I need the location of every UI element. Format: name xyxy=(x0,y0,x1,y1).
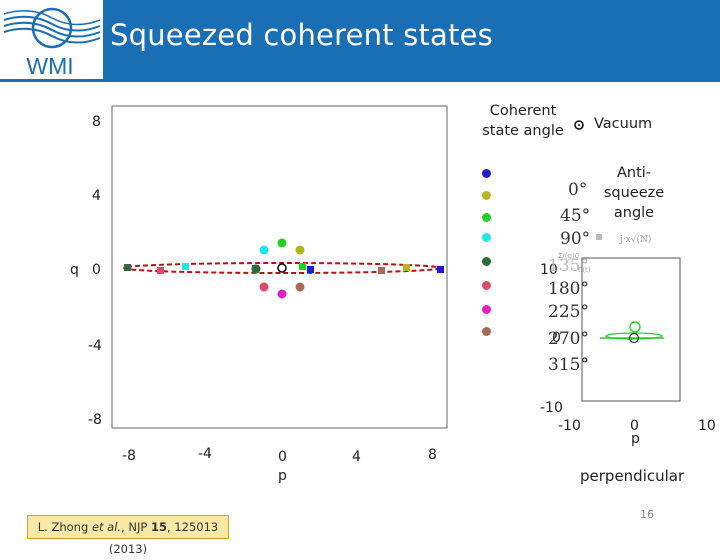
citation-box: L. Zhong et al., NJP 15, 125013 (2013) xyxy=(27,515,229,556)
inset-y-tick-0: 0 xyxy=(552,330,561,346)
anti-line2: squeeze xyxy=(603,185,665,201)
inset-x-axis-label: p xyxy=(631,431,640,447)
legend-title-line2: state angle xyxy=(482,123,564,139)
page-number: 16 xyxy=(640,508,654,521)
inset-plot: j·x√(N) Σ/(g)0 0(t) xyxy=(558,234,681,402)
point-180b xyxy=(259,282,269,292)
point-315 xyxy=(295,282,305,292)
anti-line3: angle xyxy=(613,205,655,221)
legend-title-line1: Coherent xyxy=(489,103,557,119)
legend-angle-315: 315° xyxy=(548,355,589,375)
point-135-far xyxy=(124,264,131,271)
slide-title: Squeezed coherent states xyxy=(110,18,493,52)
inset-caption: perpendicular xyxy=(580,467,685,485)
wmi-logo: WMI xyxy=(0,0,103,79)
legend-swatch-3 xyxy=(482,233,491,242)
legend-angle-0: 0° xyxy=(568,180,588,200)
point-180-far xyxy=(157,267,164,274)
x-axis-label: p xyxy=(278,468,287,484)
x-tick-0: 0 xyxy=(278,449,287,465)
point-45b xyxy=(295,245,305,255)
x-tick-4: 4 xyxy=(352,449,361,465)
title-bar xyxy=(103,0,720,79)
y-tick-minus4: -4 xyxy=(88,338,102,354)
x-tick-minus4: -4 xyxy=(198,446,212,462)
legend-angle-90: 90° xyxy=(560,229,591,249)
anti-line1: Anti- xyxy=(616,165,652,181)
point-90 xyxy=(259,245,269,255)
point-0-far xyxy=(437,266,444,273)
point-225-far xyxy=(378,267,385,274)
logo-text: WMI xyxy=(26,53,73,79)
faint-label-a: Σ/(g)0 xyxy=(558,252,579,260)
inset-y-tick-10: 10 xyxy=(540,262,558,278)
point-45 xyxy=(299,263,306,270)
y-tick-minus8: -8 xyxy=(88,412,102,428)
y-tick-8: 8 xyxy=(92,114,101,130)
vacuum-legend-icon xyxy=(574,120,584,130)
header-band: WMI Squeezed coherent states xyxy=(0,0,720,82)
point-270 xyxy=(277,289,287,299)
faint-square xyxy=(596,234,602,240)
legend-angle-45: 45° xyxy=(560,206,591,226)
inset-y-tick-minus10: -10 xyxy=(540,400,563,416)
point-90-far xyxy=(182,263,189,270)
main-plot xyxy=(111,105,448,429)
point-0 xyxy=(307,266,314,273)
y-axis-label: q xyxy=(70,262,79,278)
citation-volume: 15 xyxy=(150,520,167,534)
inset-coherent-marker xyxy=(629,321,641,333)
legend-swatch-4 xyxy=(482,257,491,266)
legend-angle-180: 180° xyxy=(548,279,589,299)
y-tick-0: 0 xyxy=(92,262,101,278)
inset-x-tick-minus10: -10 xyxy=(558,418,581,434)
legend-angle-135: 135° xyxy=(548,256,589,276)
legend-swatch-5 xyxy=(482,281,491,290)
legend-swatch-2 xyxy=(482,213,491,222)
vacuum-legend-label: Vacuum xyxy=(594,116,653,132)
point-135b xyxy=(251,264,261,274)
legend-title: Coherent state angle xyxy=(478,101,568,141)
wmi-logo-graphic: WMI xyxy=(3,7,101,79)
citation-journal: , NJP xyxy=(121,520,151,534)
citation-authors: L. Zhong xyxy=(37,520,92,534)
x-tick-minus8: -8 xyxy=(122,448,136,464)
x-tick-8: 8 xyxy=(428,447,437,463)
inset-x-tick-10: 10 xyxy=(698,418,716,434)
inset-x-tick-0: 0 xyxy=(630,418,639,434)
point-90b xyxy=(277,238,287,248)
legend-swatch-6 xyxy=(482,305,491,314)
legend-angle-270: 270° xyxy=(548,329,589,349)
faint-label-b: 0(t) xyxy=(578,266,591,274)
inset-vacuum-marker xyxy=(628,332,640,344)
legend-angle-225: 225° xyxy=(548,302,589,322)
faint-formula: j·x√(N) xyxy=(619,234,651,245)
y-tick-4: 4 xyxy=(92,188,101,204)
vacuum-marker xyxy=(277,263,287,273)
legend-swatch-0 xyxy=(482,169,491,178)
legend-swatch-7 xyxy=(482,327,491,336)
point-45-far xyxy=(403,264,410,271)
plot-frame xyxy=(111,105,448,429)
legend-swatch-1 xyxy=(482,191,491,200)
citation-etal: et al. xyxy=(91,520,122,534)
header-divider xyxy=(0,79,720,82)
anti-squeeze-heading: Anti- squeeze angle xyxy=(598,163,670,223)
